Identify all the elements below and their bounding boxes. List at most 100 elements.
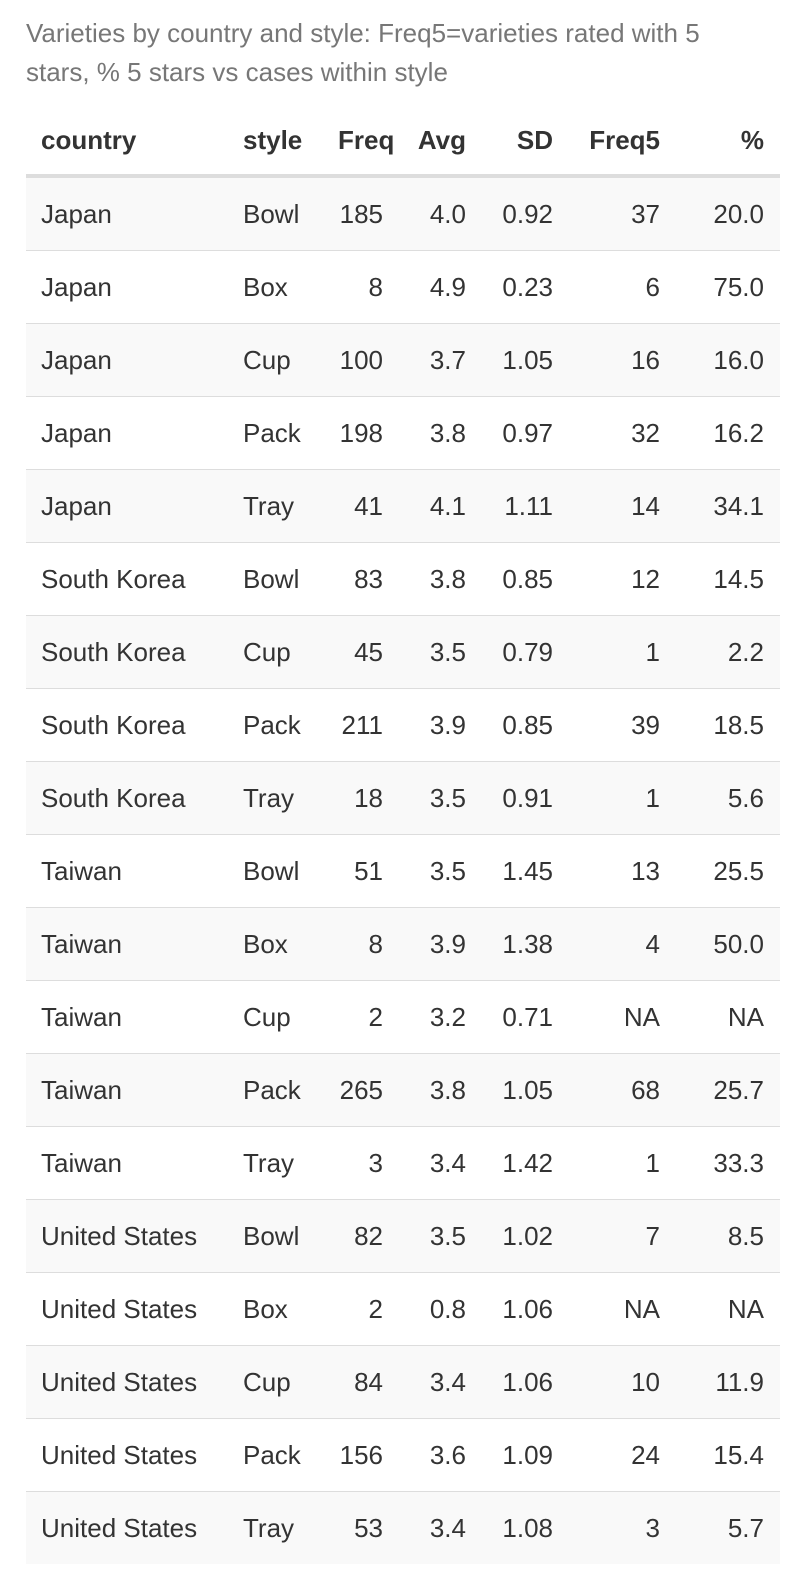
cell-style: Cup — [227, 980, 322, 1054]
cell-freq5: 68 — [569, 1053, 676, 1127]
table-row: Japan Tray 41 4.1 1.11 14 34.1 — [26, 469, 780, 543]
cell-style: Pack — [227, 1418, 322, 1492]
cell-style: Tray — [227, 1491, 322, 1564]
cell-freq: 156 — [322, 1418, 399, 1492]
cell-style: Tray — [227, 761, 322, 835]
cell-freq5: 10 — [569, 1345, 676, 1419]
cell-avg: 3.8 — [399, 1053, 482, 1127]
cell-freq: 2 — [322, 980, 399, 1054]
cell-avg: 3.4 — [399, 1345, 482, 1419]
cell-sd: 0.85 — [482, 542, 569, 616]
cell-avg: 3.9 — [399, 907, 482, 981]
column-header-avg: Avg — [399, 106, 482, 178]
cell-style: Tray — [227, 469, 322, 543]
cell-freq5: NA — [569, 1272, 676, 1346]
table-row: United States Cup 84 3.4 1.06 10 11.9 — [26, 1345, 780, 1419]
cell-percent: 5.7 — [676, 1491, 780, 1564]
cell-freq5: 32 — [569, 396, 676, 470]
cell-country: Japan — [26, 396, 227, 470]
cell-freq5: 13 — [569, 834, 676, 908]
cell-style: Cup — [227, 323, 322, 397]
cell-percent: NA — [676, 1272, 780, 1346]
table-row: Taiwan Tray 3 3.4 1.42 1 33.3 — [26, 1126, 780, 1200]
cell-sd: 1.05 — [482, 1053, 569, 1127]
table-row: Taiwan Bowl 51 3.5 1.45 13 25.5 — [26, 834, 780, 908]
cell-percent: 16.2 — [676, 396, 780, 470]
cell-style: Bowl — [227, 1199, 322, 1273]
cell-percent: 18.5 — [676, 688, 780, 762]
table-row: South Korea Pack 211 3.9 0.85 39 18.5 — [26, 688, 780, 762]
cell-style: Box — [227, 1272, 322, 1346]
cell-percent: 20.0 — [676, 175, 780, 251]
cell-country: Taiwan — [26, 834, 227, 908]
table-row: Taiwan Cup 2 3.2 0.71 NA NA — [26, 980, 780, 1054]
cell-country: South Korea — [26, 542, 227, 616]
varieties-table: country style Freq Avg SD Freq5 % Japan B… — [26, 106, 780, 1564]
cell-freq5: 6 — [569, 250, 676, 324]
table-row: Japan Bowl 185 4.0 0.92 37 20.0 — [26, 175, 780, 251]
cell-freq: 198 — [322, 396, 399, 470]
cell-freq: 51 — [322, 834, 399, 908]
cell-percent: 15.4 — [676, 1418, 780, 1492]
cell-avg: 3.4 — [399, 1491, 482, 1564]
cell-sd: 1.45 — [482, 834, 569, 908]
table-row: Taiwan Box 8 3.9 1.38 4 50.0 — [26, 907, 780, 981]
cell-freq: 185 — [322, 175, 399, 251]
table-row: Japan Box 8 4.9 0.23 6 75.0 — [26, 250, 780, 324]
cell-sd: 1.06 — [482, 1272, 569, 1346]
cell-freq5: 24 — [569, 1418, 676, 1492]
cell-percent: 8.5 — [676, 1199, 780, 1273]
column-header-style: style — [227, 106, 322, 178]
cell-avg: 3.7 — [399, 323, 482, 397]
cell-country: Japan — [26, 250, 227, 324]
column-header-percent: % — [676, 106, 780, 178]
cell-avg: 3.6 — [399, 1418, 482, 1492]
column-header-freq: Freq — [322, 106, 399, 178]
cell-freq: 53 — [322, 1491, 399, 1564]
cell-style: Box — [227, 907, 322, 981]
cell-freq: 41 — [322, 469, 399, 543]
cell-freq5: 37 — [569, 175, 676, 251]
cell-percent: 16.0 — [676, 323, 780, 397]
cell-style: Box — [227, 250, 322, 324]
cell-freq: 8 — [322, 250, 399, 324]
cell-sd: 0.85 — [482, 688, 569, 762]
cell-freq: 211 — [322, 688, 399, 762]
cell-country: United States — [26, 1418, 227, 1492]
cell-country: South Korea — [26, 615, 227, 689]
cell-freq5: 12 — [569, 542, 676, 616]
table-row: United States Pack 156 3.6 1.09 24 15.4 — [26, 1418, 780, 1492]
cell-freq5: 14 — [569, 469, 676, 543]
column-header-freq5: Freq5 — [569, 106, 676, 178]
cell-country: United States — [26, 1491, 227, 1564]
cell-country: Taiwan — [26, 1126, 227, 1200]
cell-freq5: 1 — [569, 615, 676, 689]
cell-sd: 1.06 — [482, 1345, 569, 1419]
cell-sd: 1.09 — [482, 1418, 569, 1492]
cell-freq: 265 — [322, 1053, 399, 1127]
cell-percent: 11.9 — [676, 1345, 780, 1419]
cell-percent: 25.5 — [676, 834, 780, 908]
cell-avg: 4.0 — [399, 175, 482, 251]
column-header-country: country — [26, 106, 227, 178]
table-body: Japan Bowl 185 4.0 0.92 37 20.0 Japan Box 8 4.9 0.2… — [26, 175, 780, 1564]
cell-percent: 75.0 — [676, 250, 780, 324]
cell-freq5: NA — [569, 980, 676, 1054]
table-row: United States Box 2 0.8 1.06 NA NA — [26, 1272, 780, 1346]
cell-sd: 0.79 — [482, 615, 569, 689]
cell-avg: 3.5 — [399, 1199, 482, 1273]
cell-country: South Korea — [26, 761, 227, 835]
cell-percent: 14.5 — [676, 542, 780, 616]
cell-percent: 50.0 — [676, 907, 780, 981]
cell-style: Bowl — [227, 175, 322, 251]
cell-sd: 0.23 — [482, 250, 569, 324]
cell-freq: 2 — [322, 1272, 399, 1346]
cell-country: United States — [26, 1199, 227, 1273]
cell-style: Tray — [227, 1126, 322, 1200]
cell-freq5: 7 — [569, 1199, 676, 1273]
cell-sd: 1.42 — [482, 1126, 569, 1200]
cell-percent: NA — [676, 980, 780, 1054]
cell-avg: 4.9 — [399, 250, 482, 324]
cell-country: United States — [26, 1345, 227, 1419]
